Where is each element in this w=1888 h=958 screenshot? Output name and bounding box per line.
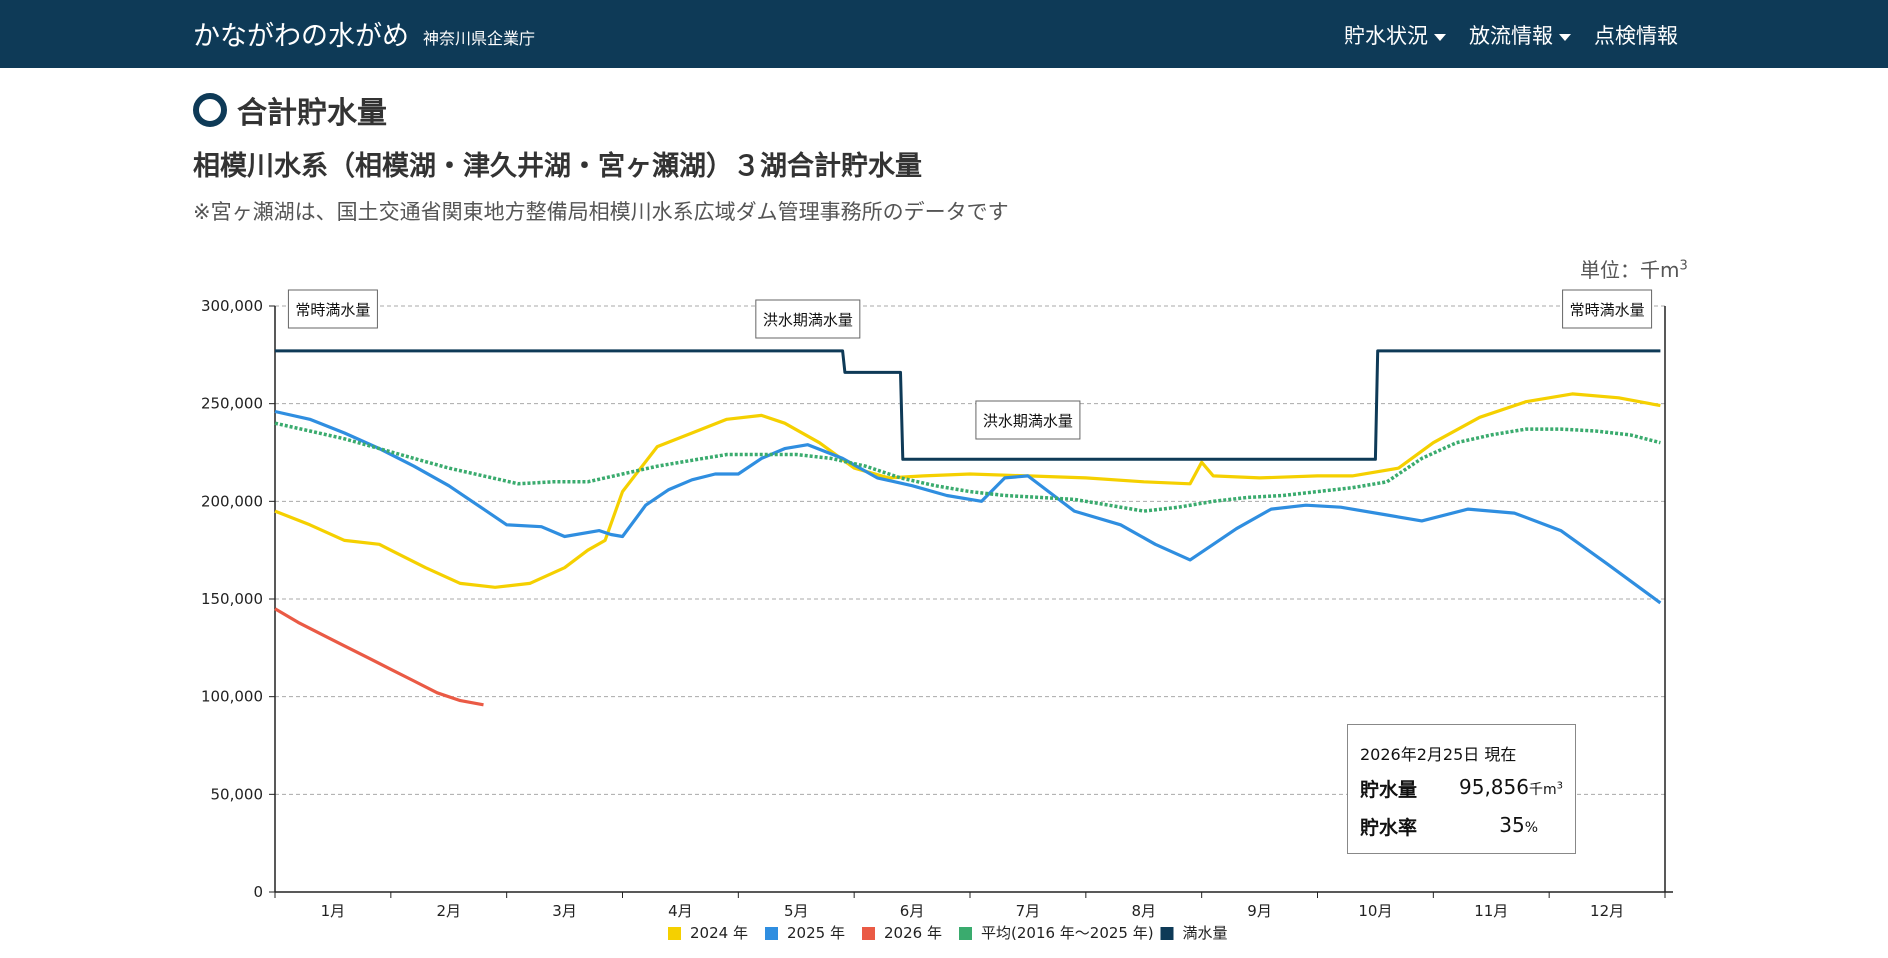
y-tick-label: 0 <box>253 883 263 901</box>
x-tick-label: 8月 <box>1131 902 1156 920</box>
x-tick-label: 9月 <box>1247 902 1272 920</box>
series-line-4 <box>275 349 1661 461</box>
storage-unit-sup: 3 <box>1556 780 1563 792</box>
y-tick-label: 200,000 <box>201 492 263 510</box>
rate-label: 貯水率 <box>1360 817 1418 839</box>
legend-swatch <box>765 927 778 940</box>
legend-swatch <box>862 927 875 940</box>
legend-label: 2026 年 <box>884 924 942 942</box>
unit-label: 単位：千m3 <box>1580 254 1688 283</box>
y-tick-label: 150,000 <box>201 590 263 608</box>
legend-swatch <box>1160 927 1174 940</box>
x-tick-label: 12月 <box>1590 902 1624 920</box>
legend-swatch <box>959 927 972 940</box>
chevron-down-icon <box>1559 33 1571 41</box>
section-title-text: 合計貯水量 <box>237 96 387 131</box>
unit-text: 単位：千m <box>1580 258 1680 282</box>
ring-icon <box>193 93 227 127</box>
series-line-2 <box>274 607 484 707</box>
x-tick-label: 4月 <box>668 902 693 920</box>
annotation-label: 洪水期満水量 <box>763 311 853 329</box>
annotation-label: 洪水期満水量 <box>983 412 1073 430</box>
legend-swatch <box>668 927 681 940</box>
site-subtitle: 神奈川県企業庁 <box>423 29 536 48</box>
site-title[interactable]: かながわの水がめ <box>193 21 409 52</box>
y-tick-label: 50,000 <box>211 785 264 803</box>
info-date: 2026年2月25日 現在 <box>1360 745 1517 764</box>
annotation-label: 常時満水量 <box>1570 301 1645 319</box>
storage-value-wrap: 95,856千m3 <box>1438 775 1563 799</box>
chevron-down-icon <box>1434 33 1446 41</box>
legend-label: 平均(2016 年～2025 年) <box>981 924 1154 942</box>
y-tick-label: 100,000 <box>201 688 263 706</box>
storage-value: 95,856 <box>1459 775 1529 799</box>
storage-unit: 千m3 <box>1528 780 1563 798</box>
rate-unit: % <box>1524 820 1538 836</box>
x-tick-label: 5月 <box>784 902 809 920</box>
annotation-label: 常時満水量 <box>295 301 370 319</box>
nav-inspection-link[interactable]: 点検情報 <box>1594 24 1678 48</box>
page-subtitle: 相模川水系（相模湖・津久井湖・宮ヶ瀬湖）３湖合計貯水量 <box>193 151 922 182</box>
x-tick-label: 10月 <box>1358 902 1392 920</box>
storage-unit-text: 千m <box>1528 782 1557 798</box>
series-line-0 <box>274 392 1661 589</box>
legend-label: 満水量 <box>1183 924 1228 942</box>
x-tick-label: 6月 <box>900 902 925 920</box>
rate-value-wrap: 35% <box>1438 813 1538 837</box>
nav-discharge-dropdown[interactable]: 放流情報 <box>1469 20 1571 50</box>
current-storage-box: 2026年2月25日 現在 貯水量 95,856千m3 貯水率 35% <box>1347 724 1576 854</box>
section-title: 合計貯水量 <box>193 88 387 132</box>
legend-label: 2024 年 <box>690 924 748 942</box>
nav-storage-dropdown[interactable]: 貯水状況 <box>1344 20 1446 50</box>
x-tick-label: 11月 <box>1474 902 1508 920</box>
x-tick-label: 3月 <box>552 902 577 920</box>
series-line-1 <box>274 409 1662 605</box>
x-tick-label: 7月 <box>1016 902 1041 920</box>
nav-discharge-label: 放流情報 <box>1469 24 1553 48</box>
unit-sup: 3 <box>1679 258 1688 274</box>
nav-storage-label: 貯水状況 <box>1344 24 1428 48</box>
x-tick-label: 1月 <box>321 902 346 920</box>
data-source-note: ※宮ヶ瀬湖は、国土交通省関東地方整備局相模川水系広域ダム管理事務所のデータです <box>193 200 1009 224</box>
top-navbar: かながわの水がめ 神奈川県企業庁 貯水状況 放流情報 点検情報 <box>0 0 1888 68</box>
x-tick-label: 2月 <box>436 902 461 920</box>
annotation-box <box>1562 289 1653 329</box>
storage-label: 貯水量 <box>1360 779 1418 801</box>
y-tick-label: 300,000 <box>201 297 263 315</box>
annotation-box <box>975 400 1081 440</box>
annotation-box <box>755 299 861 339</box>
rate-value: 35 <box>1499 813 1525 837</box>
annotation-box <box>287 289 378 329</box>
legend-label: 2025 年 <box>787 924 845 942</box>
y-tick-label: 250,000 <box>201 395 263 413</box>
